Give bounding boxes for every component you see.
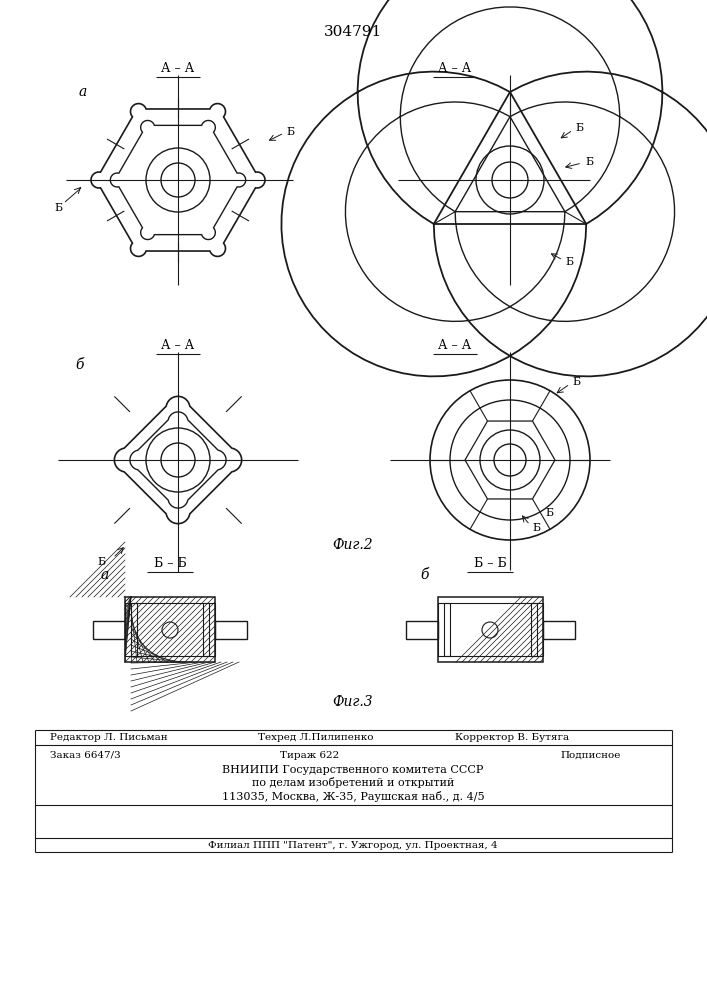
Bar xyxy=(203,603,215,656)
Bar xyxy=(444,603,537,656)
Text: Заказ 6647/3: Заказ 6647/3 xyxy=(50,750,121,760)
Bar xyxy=(543,621,575,639)
Bar xyxy=(406,621,438,639)
Text: Б – Б: Б – Б xyxy=(153,557,187,570)
Text: А – А: А – А xyxy=(161,339,194,352)
Bar xyxy=(438,597,543,662)
Bar xyxy=(531,603,543,656)
Text: Редактор Л. Письман: Редактор Л. Письман xyxy=(50,732,168,742)
Bar xyxy=(93,621,125,639)
Text: Б: Б xyxy=(532,523,540,533)
Text: Б: Б xyxy=(286,127,294,137)
Text: Б: Б xyxy=(55,203,63,213)
Bar xyxy=(131,603,209,656)
Text: по делам изобретений и открытий: по делам изобретений и открытий xyxy=(252,778,454,788)
Text: А – А: А – А xyxy=(438,62,472,75)
Text: Б: Б xyxy=(575,123,583,133)
Text: Тираж 622: Тираж 622 xyxy=(281,750,339,760)
Text: Корректор В. Бутяга: Корректор В. Бутяга xyxy=(455,732,569,742)
Text: Б: Б xyxy=(572,377,580,387)
Text: Подписное: Подписное xyxy=(560,750,620,760)
Text: Б: Б xyxy=(585,157,593,167)
Text: Б – Б: Б – Б xyxy=(474,557,506,570)
Text: А – А: А – А xyxy=(161,62,194,75)
Bar xyxy=(125,597,215,662)
Text: Фиг.3: Фиг.3 xyxy=(333,695,373,709)
Text: ВНИИПИ Государственного комитета СССР: ВНИИПИ Государственного комитета СССР xyxy=(222,765,484,775)
Text: 113035, Москва, Ж-35, Раушская наб., д. 4/5: 113035, Москва, Ж-35, Раушская наб., д. … xyxy=(222,790,484,802)
Text: б: б xyxy=(421,568,429,582)
Bar xyxy=(438,603,450,656)
Text: Техред Л.Пилипенко: Техред Л.Пилипенко xyxy=(258,732,373,742)
Text: Б: Б xyxy=(565,257,573,267)
Text: 304791: 304791 xyxy=(324,25,382,39)
Text: Филиал ППП "Патент", г. Ужгород, ул. Проектная, 4: Филиал ППП "Патент", г. Ужгород, ул. Про… xyxy=(208,840,498,850)
Text: Б: Б xyxy=(545,508,553,518)
Text: Б: Б xyxy=(98,557,106,567)
Text: а: а xyxy=(79,85,87,99)
Bar xyxy=(215,621,247,639)
Text: А – А: А – А xyxy=(438,339,472,352)
Text: а: а xyxy=(101,568,109,582)
Text: Фиг.2: Фиг.2 xyxy=(333,538,373,552)
Bar xyxy=(125,603,137,656)
Text: б: б xyxy=(76,358,84,372)
